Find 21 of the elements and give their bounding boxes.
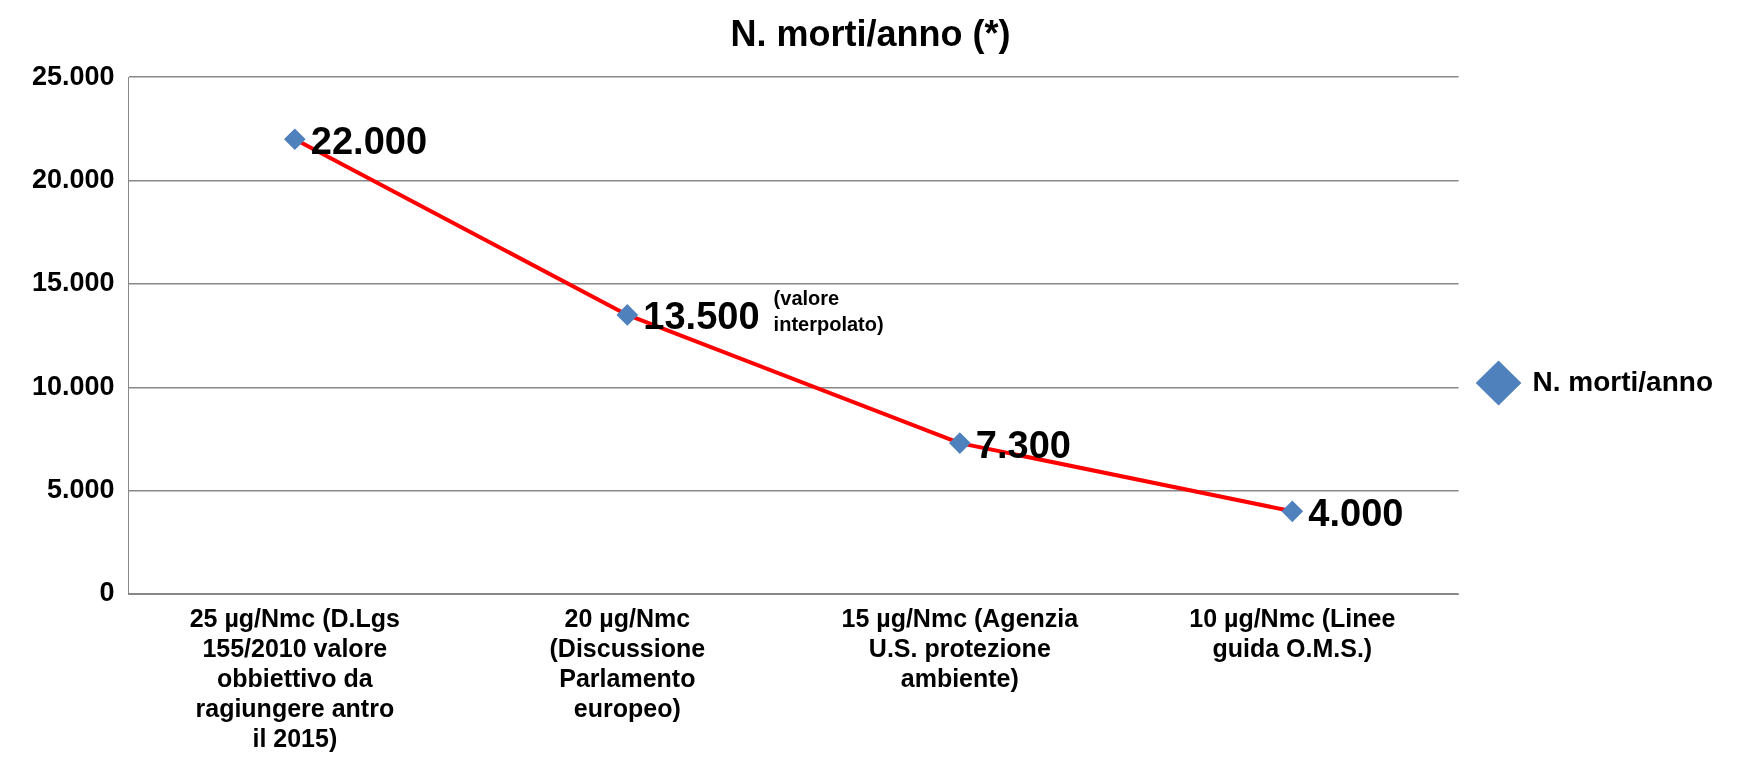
y-tick-label: 20.000 <box>31 164 115 195</box>
data-label: 22.000 <box>310 119 428 162</box>
x-tick-label: 25 µg/Nmc (D.Lgs 155/2010 valore obbiettivo da ragiungere antro il 2015) <box>189 603 400 752</box>
y-tick-label: 0 <box>99 577 115 608</box>
annotation: (valore interpolato) <box>773 286 884 335</box>
data-label: 7.300 <box>975 423 1071 466</box>
point <box>617 304 638 325</box>
y-tick-label: 5.000 <box>47 474 115 505</box>
chart-title: N. morti/anno (*) <box>730 12 1011 54</box>
y-tick-label: 10.000 <box>31 370 115 401</box>
data-label: 4.000 <box>1308 491 1404 534</box>
data-label: 13.500 <box>643 295 760 338</box>
x-tick-label: 15 µg/Nmc (Agenzia U.S. protezione ambiente) <box>841 603 1080 692</box>
x-tick-label: 10 µg/Nmc (Linee guida O.M.S.) <box>1189 603 1396 662</box>
legend-label: N. morti/anno <box>1532 365 1714 397</box>
point <box>1282 501 1303 522</box>
point <box>284 129 305 150</box>
y-tick-label: 15.000 <box>31 267 115 298</box>
y-tick-label: 25.000 <box>31 60 115 91</box>
point <box>949 433 970 454</box>
x-tick-label: 20 µg/Nmc (Discussione Parlamento europeo) <box>549 603 706 722</box>
